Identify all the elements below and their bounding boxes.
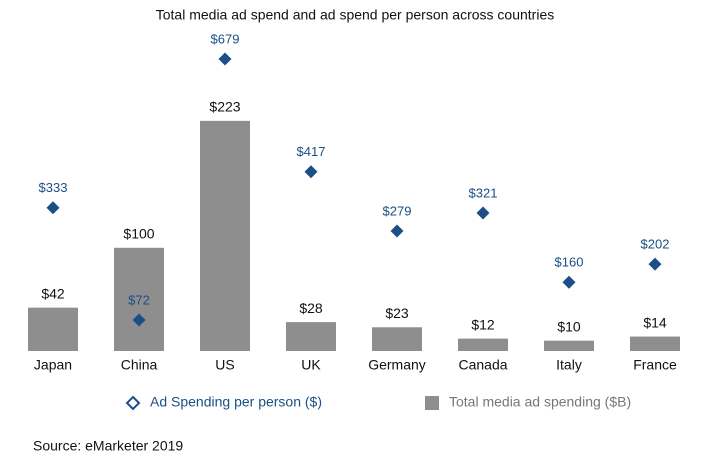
x-tick-label: US [215,357,234,373]
x-tick-label: Canada [458,357,507,373]
diamond-marker [46,201,60,215]
diamond-marker [132,313,146,327]
bar [630,336,680,351]
bar [286,322,336,351]
bar [544,340,594,351]
bar [458,338,508,351]
marker-value-label: $321 [469,185,498,200]
marker-value-label: $333 [39,180,68,195]
diamond-marker [218,52,232,66]
bar-value-label: $23 [385,305,409,321]
marker-value-label: $202 [641,237,670,252]
bar-value-label: $223 [209,99,240,115]
bar [200,120,250,351]
source: Source: eMarketer 2019 [33,438,183,454]
diamond-marker [562,275,576,289]
bar-value-label: $14 [643,314,667,330]
legend-swatch [425,396,439,410]
bar-value-label: $12 [471,316,495,332]
x-tick-label: France [633,357,677,373]
bar-value-label: $42 [41,285,65,301]
bar-value-label: $28 [299,300,323,316]
bar-value-label: $100 [123,226,154,242]
legend-swatch [125,395,141,411]
x-tick-label: Italy [556,357,582,373]
bar-value-label: $10 [557,318,581,334]
marker-value-label: $417 [297,144,326,159]
x-tick-label: Japan [34,357,72,373]
diamond-marker [304,165,318,179]
x-tick-label: UK [301,357,321,373]
marker-value-label: $72 [128,292,150,307]
chart-title: Total media ad spend and ad spend per pe… [156,7,554,23]
bar [28,307,78,351]
legend-label: Total media ad spending ($B) [449,394,631,410]
diamond-marker [476,206,490,220]
bar [114,247,164,351]
diamond-marker [390,224,404,238]
marker-value-label: $160 [555,255,584,270]
x-tick-label: China [121,357,158,373]
marker-value-label: $679 [211,31,240,46]
legend-label: Ad Spending per person ($) [150,394,322,410]
x-tick-label: Germany [368,357,426,373]
diamond-marker [648,257,662,271]
bar [372,327,422,351]
marker-value-label: $279 [383,203,412,218]
